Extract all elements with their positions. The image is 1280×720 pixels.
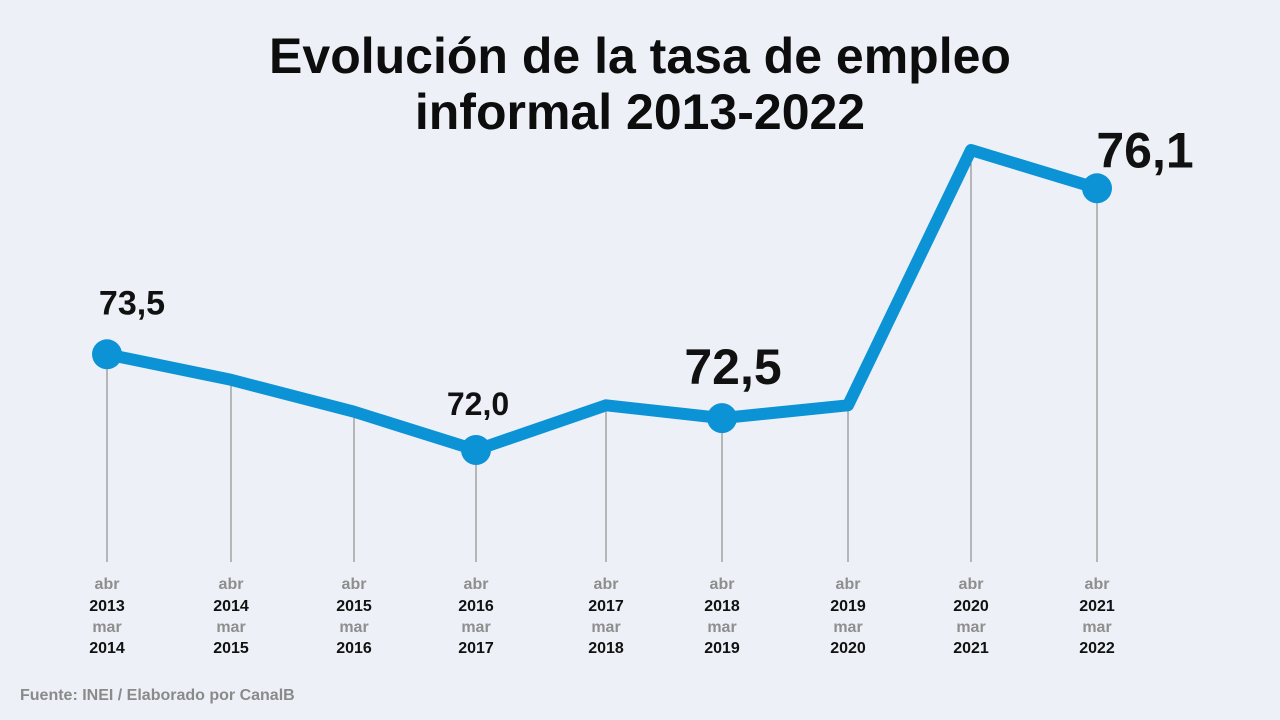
x-tick-label: abr <box>959 576 984 593</box>
x-tick-label: abr <box>836 576 861 593</box>
data-label: 72,0 <box>447 386 509 422</box>
x-tick-label: abr <box>219 576 244 593</box>
chart-title-line-1: Evolución de la tasa de empleo <box>269 28 1011 84</box>
x-tick-label: 2014 <box>213 598 249 615</box>
x-tick-label: 2018 <box>704 598 740 615</box>
x-tick-label: 2022 <box>1079 640 1115 657</box>
x-tick-label: mar <box>956 619 985 636</box>
x-tick-label: mar <box>216 619 245 636</box>
data-labels: 73,5 72,0 72,5 76,1 <box>99 122 1194 422</box>
x-tick-label: abr <box>710 576 735 593</box>
guide-lines <box>106 150 1098 562</box>
x-tick-label: mar <box>707 619 736 636</box>
x-tick-label: mar <box>339 619 368 636</box>
x-tick-label: 2015 <box>213 640 249 657</box>
x-tick-label: 2015 <box>336 598 372 615</box>
x-tick-label: 2021 <box>1079 598 1115 615</box>
x-tick-label: 2020 <box>953 598 989 615</box>
x-tick-label: 2016 <box>336 640 372 657</box>
x-tick-labels: abr 2013 mar 2014 abr 2014 mar 2015 abr 2015 mar 20… <box>89 576 1115 657</box>
x-tick-label: abr <box>594 576 619 593</box>
x-tick-label: abr <box>464 576 489 593</box>
data-point-marker <box>92 339 122 370</box>
x-tick-label: 2018 <box>588 640 624 657</box>
x-tick-label: 2017 <box>458 640 494 657</box>
x-tick-label: 2013 <box>89 598 125 615</box>
chart-title: Evolución de la tasa de empleo informal … <box>0 28 1280 140</box>
source-note: Fuente: INEI / Elaborado por CanalB <box>20 687 295 704</box>
x-tick-label: 2016 <box>458 598 494 615</box>
data-point-marker <box>1082 173 1112 204</box>
markers <box>92 173 1112 465</box>
data-point-marker <box>461 435 491 465</box>
x-tick-label: 2021 <box>953 640 989 657</box>
x-tick-label: 2014 <box>89 640 125 657</box>
data-label: 73,5 <box>99 284 165 322</box>
x-tick-label: mar <box>92 619 121 636</box>
x-tick-label: abr <box>95 576 120 593</box>
x-tick-label: mar <box>461 619 490 636</box>
x-tick-label: abr <box>342 576 367 593</box>
x-tick-label: 2019 <box>830 598 866 615</box>
data-label: 76,1 <box>1096 122 1193 178</box>
x-tick-label: 2020 <box>830 640 866 657</box>
x-tick-label: mar <box>591 619 620 636</box>
series-line <box>101 144 1103 456</box>
chart-title-line-2: informal 2013-2022 <box>414 84 866 140</box>
x-tick-label: abr <box>1085 576 1110 593</box>
x-tick-label: 2017 <box>588 598 624 615</box>
x-tick-label: mar <box>833 619 862 636</box>
x-tick-label: mar <box>1082 619 1111 636</box>
data-label: 72,5 <box>684 339 781 395</box>
x-tick-label: 2019 <box>704 640 740 657</box>
data-point-marker <box>707 403 737 434</box>
